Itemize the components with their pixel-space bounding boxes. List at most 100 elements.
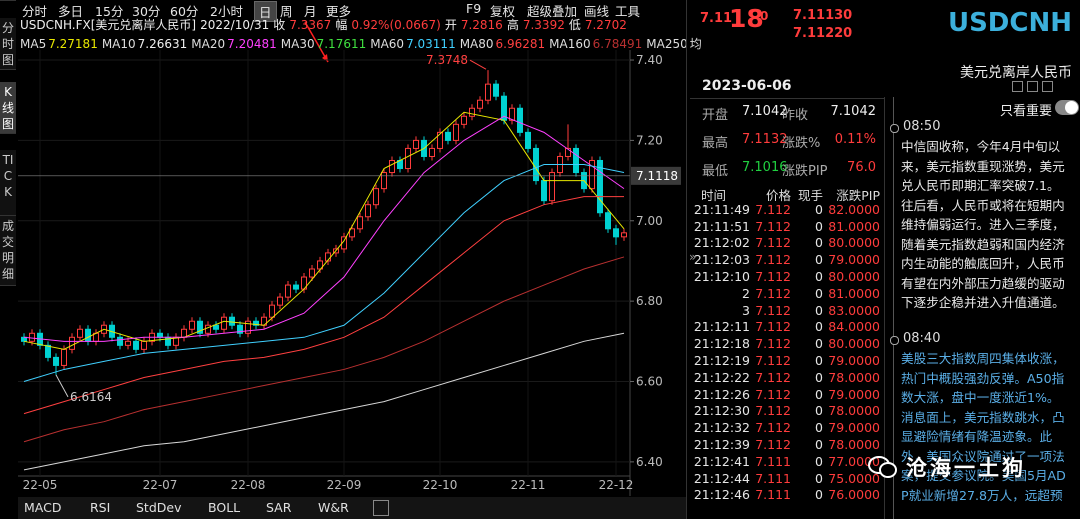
table-row: 21:12:22 7.112 0 78.0000: [694, 369, 882, 387]
candle-body: [253, 320, 259, 326]
info-low-label: 低: [568, 18, 581, 32]
candle-body: [53, 356, 59, 366]
indicator-tab[interactable]: SAR: [266, 500, 292, 515]
collapse[interactable]: »: [689, 250, 697, 264]
price-b: 18: [729, 4, 764, 33]
side-tab[interactable]: 分时图: [0, 18, 16, 70]
table-cell: 0: [815, 436, 823, 452]
table-cell: 7.112: [755, 285, 791, 301]
candle-body: [341, 236, 347, 250]
bid: 7.11130: [793, 8, 853, 23]
period-button[interactable]: 60分: [170, 4, 199, 19]
side-tab[interactable]: K线图: [0, 82, 16, 134]
candle-body: [77, 328, 83, 338]
x-tick-label: 22-10: [423, 478, 458, 492]
table-cell: 21:12:41: [693, 453, 750, 469]
x-tick-label: 22-11: [511, 478, 546, 492]
period-button[interactable]: 更多: [326, 4, 352, 19]
indicator-tab[interactable]: StdDev: [136, 500, 182, 515]
icon[interactable]: [1042, 81, 1053, 92]
tool-button[interactable]: 画线: [584, 4, 610, 19]
indicator-tabs: MACD RSI StdDev BOLL SAR W&R: [18, 497, 686, 519]
table-cell: 3: [742, 302, 750, 318]
table-cell: 21:12:19: [693, 352, 750, 368]
ma-more: 均: [689, 37, 702, 51]
add-indicator[interactable]: [373, 500, 389, 516]
period-button[interactable]: 15分: [95, 4, 124, 19]
info-symbol: USDCNH.FX[美元兑离岸人民币]: [20, 18, 197, 32]
indicator-tab[interactable]: BOLL: [208, 500, 241, 515]
candle-body: [469, 107, 475, 117]
sep: [690, 98, 884, 99]
table-row: 21:12:11 7.112 0 84.0000: [694, 319, 882, 336]
table-cell: 7.112: [755, 268, 791, 284]
side-tab[interactable]: TICK: [0, 150, 16, 216]
table-cell: 79.0000: [828, 420, 880, 436]
side-tab[interactable]: 成交明细: [0, 216, 16, 286]
table-cell: 81.0000: [828, 218, 880, 234]
table-cell: 0: [815, 352, 823, 368]
period-button[interactable]: 周: [280, 4, 293, 19]
news-time: 08:50: [903, 119, 941, 134]
tool-button[interactable]: F9: [466, 1, 482, 16]
period-button[interactable]: 多日: [58, 4, 84, 19]
table-cell: 7.112: [755, 252, 791, 268]
info-open: 7.2816: [460, 18, 503, 32]
tool-button[interactable]: 超级叠加: [527, 4, 578, 19]
tick-table: 时间 价格 现手 涨跌PIP 21:11:49 7.112 0 82.0000 21:11:51…: [694, 185, 882, 504]
candle-body: [141, 340, 147, 350]
table-cell: 0: [815, 369, 823, 385]
table-cell: 80.0000: [828, 336, 880, 352]
stat-label: 昨收: [782, 108, 809, 123]
y-tick-label: 7.40: [636, 53, 663, 67]
ma-name: MA60: [370, 37, 405, 51]
ma-value: 7.17611: [316, 37, 367, 51]
table-row: 21:12:41 7.111 0 77.0000: [694, 454, 882, 471]
table-cell: 0: [815, 403, 823, 419]
info-high-label: 高: [506, 18, 519, 32]
y-tick-label: 7.20: [636, 133, 663, 147]
indicator-tab[interactable]: RSI: [90, 500, 111, 515]
tool-button[interactable]: 复权: [490, 4, 516, 19]
table-row: 21:12:44 7.111 0 75.0000: [694, 470, 882, 488]
period-button[interactable]: 2小时: [210, 4, 243, 19]
table-cell: 2: [742, 285, 750, 301]
period-button[interactable]: 分时: [22, 4, 48, 19]
news-dot: [890, 124, 899, 133]
period-button[interactable]: 月: [304, 4, 317, 19]
table-cell: 0: [815, 268, 823, 284]
candle-body: [373, 188, 379, 206]
x-tick-label: 22-07: [143, 478, 178, 492]
news-dot: [890, 336, 899, 345]
candle-body: [613, 228, 619, 238]
table-cell: 0: [815, 235, 823, 251]
indicator-tab[interactable]: W&R: [318, 500, 349, 515]
candle-body: [381, 172, 387, 190]
annotation: 7.3748: [426, 53, 468, 67]
candle-body: [365, 204, 371, 218]
info-change-label: 幅: [335, 18, 348, 32]
icon[interactable]: [1027, 81, 1038, 92]
x-tick-label: 22-08: [231, 478, 266, 492]
table-cell: 0: [815, 252, 823, 268]
ma-value: 7.26631: [137, 37, 188, 51]
toggle[interactable]: [1055, 100, 1079, 115]
icon[interactable]: [1012, 81, 1023, 92]
period-button[interactable]: 日: [254, 1, 277, 22]
indicator-tab[interactable]: MACD: [24, 500, 62, 515]
x-tick-label: 22-12: [599, 478, 634, 492]
table-cell: 0: [815, 285, 823, 301]
watermark: 沧海一土狗: [868, 452, 1026, 482]
info-close: 7.3367: [289, 18, 332, 32]
tool-button[interactable]: 工具: [615, 4, 641, 19]
candle-body: [229, 316, 235, 326]
table-cell: 75.0000: [828, 470, 880, 486]
table-cell: 0: [815, 201, 823, 217]
plot-bg: [18, 50, 630, 496]
ma-value: 6.96281: [495, 37, 546, 51]
table-cell: 7.112: [755, 302, 791, 318]
last-price-box: [631, 166, 681, 185]
table-row: 2 7.112 0 81.0000: [700, 286, 882, 303]
header-cell: 价格: [765, 188, 791, 203]
period-button[interactable]: 30分: [132, 4, 161, 19]
